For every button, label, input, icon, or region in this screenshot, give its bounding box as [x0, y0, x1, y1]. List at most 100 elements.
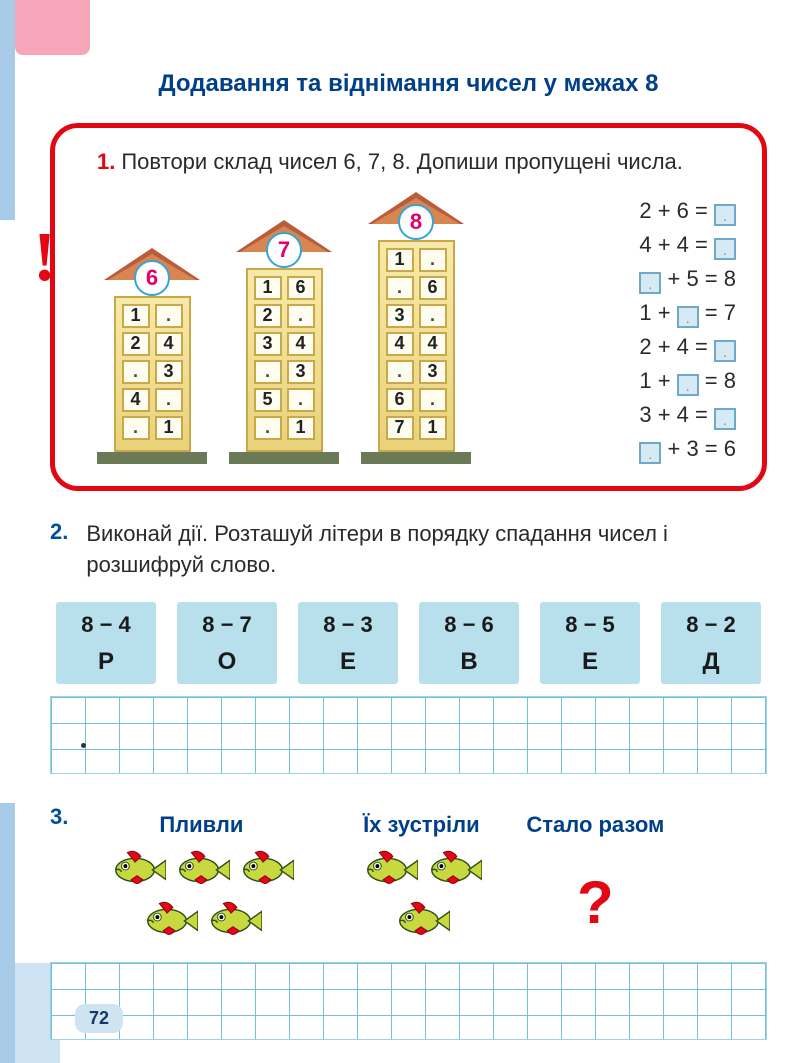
exercise-1-prompt: 1.Повтори склад чисел 6, 7, 8. Допиши пр…	[97, 146, 740, 178]
card-letter: Е	[540, 648, 640, 676]
exercise-number: 1.	[97, 149, 115, 174]
card-expr: 8 − 7	[177, 612, 277, 638]
house-cell: 4	[287, 332, 315, 356]
house: 81..63.44.36.71	[361, 192, 471, 464]
house-cell[interactable]: .	[287, 304, 315, 328]
equation: . + 5 = 8	[639, 266, 736, 294]
fill-box[interactable]: .	[677, 374, 699, 396]
house-number: 7	[266, 232, 302, 268]
card-letter: В	[419, 648, 519, 676]
house-cell: 1	[254, 276, 282, 300]
fill-box[interactable]: .	[639, 272, 661, 294]
card-expr: 8 − 5	[540, 612, 640, 638]
house-cell[interactable]: .	[419, 388, 447, 412]
fish-group-1	[86, 848, 316, 946]
house-cell[interactable]: .	[155, 388, 183, 412]
house-cell[interactable]: .	[386, 276, 414, 300]
equation: . + 3 = 6	[639, 436, 736, 464]
house: 61.24.34..1	[97, 248, 207, 464]
exercise-number: 2.	[50, 519, 68, 581]
column-stalo: Стало разом ?	[526, 812, 664, 937]
house-cell: 6	[287, 276, 315, 300]
column-plyvly: Пливли	[86, 812, 316, 946]
answer-grid[interactable]	[50, 962, 767, 1040]
card-expr: 8 − 2	[661, 612, 761, 638]
answer-grid[interactable]	[50, 696, 767, 774]
expr-card: 8 − 6 В	[419, 602, 519, 684]
house-cell: 1	[122, 304, 150, 328]
house-cell: 2	[122, 332, 150, 356]
fill-box[interactable]: .	[714, 238, 736, 260]
fish-icon	[172, 848, 230, 895]
house-number: 6	[134, 260, 170, 296]
exercise-2: 2. Виконай дії. Розташуй літери в порядк…	[50, 519, 767, 581]
houses-group: 61.24.34..17162.34.35..181..63.44.36.71	[97, 192, 471, 464]
expr-card: 8 − 5 Е	[540, 602, 640, 684]
equation: 2 + 6 = .	[639, 198, 736, 226]
expr-card: 8 − 4 Р	[56, 602, 156, 684]
house-cell: 1	[155, 416, 183, 440]
card-letter: Д	[661, 648, 761, 676]
house-cell[interactable]: .	[287, 388, 315, 412]
house-cell[interactable]: .	[419, 248, 447, 272]
house-cell: 4	[386, 332, 414, 356]
page-title: Додавання та віднімання чисел у межах 8	[50, 70, 767, 98]
column-zustrily: Їх зустріли	[346, 812, 496, 946]
page-number: 72	[75, 1004, 123, 1033]
exclamation-icon: !	[33, 218, 56, 298]
house-cell[interactable]: .	[122, 416, 150, 440]
fill-box[interactable]: .	[677, 306, 699, 328]
house-cell: 7	[386, 416, 414, 440]
house-cell: 2	[254, 304, 282, 328]
col-title: Стало разом	[526, 812, 664, 838]
page-tab	[15, 0, 90, 55]
fill-box[interactable]: .	[714, 204, 736, 226]
house-cell[interactable]: .	[254, 360, 282, 384]
exercise-2-text: Виконай дії. Розташуй літери в порядку с…	[86, 519, 767, 581]
start-dot	[81, 743, 86, 748]
question-mark: ?	[577, 868, 614, 937]
house-cell: 1	[419, 416, 447, 440]
exercise-1-text: Повтори склад чисел 6, 7, 8. Допиши проп…	[121, 149, 683, 174]
house-cell: 4	[419, 332, 447, 356]
expr-card: 8 − 2 Д	[661, 602, 761, 684]
cards-row: 8 − 4 Р 8 − 7О 8 − 3 Е 8 − 6 В 8 − 5 Е 8 − 2 Д	[50, 602, 767, 684]
house-cell: 6	[386, 388, 414, 412]
card-expr: 8 − 3	[298, 612, 398, 638]
fish-icon	[236, 848, 294, 895]
col-title: Пливли	[159, 812, 243, 838]
edge-deco	[0, 803, 15, 1063]
card-letter: Р	[56, 648, 156, 676]
equations-list: 2 + 6 = .4 + 4 = .. + 5 = 81 + . = 72 + …	[639, 198, 740, 464]
expr-card: 8 − 7О	[177, 602, 277, 684]
fill-box[interactable]: .	[714, 340, 736, 362]
house-cell: 3	[287, 360, 315, 384]
fill-box[interactable]: .	[714, 408, 736, 430]
house-cell: 6	[419, 276, 447, 300]
fish-group-2	[346, 848, 496, 946]
house-cell[interactable]: .	[122, 360, 150, 384]
house-cell[interactable]: .	[386, 360, 414, 384]
fish-icon	[392, 899, 450, 946]
equation: 1 + . = 7	[639, 300, 736, 328]
house-cell: 1	[386, 248, 414, 272]
edge-deco	[0, 0, 15, 220]
fish-icon	[108, 848, 166, 895]
house-cell: 3	[155, 360, 183, 384]
card-expr: 8 − 6	[419, 612, 519, 638]
house-cell[interactable]: .	[155, 304, 183, 328]
house-cell[interactable]: .	[419, 304, 447, 328]
house-cell: 5	[254, 388, 282, 412]
fish-icon	[204, 899, 262, 946]
card-letter: Е	[298, 648, 398, 676]
fill-box[interactable]: .	[639, 442, 661, 464]
house-number: 8	[398, 204, 434, 240]
exercise-number: 3.	[50, 804, 68, 946]
house-cell: 1	[287, 416, 315, 440]
expr-card: 8 − 3 Е	[298, 602, 398, 684]
card-expr: 8 − 4	[56, 612, 156, 638]
equation: 4 + 4 = .	[639, 232, 736, 260]
fish-icon	[360, 848, 418, 895]
house-cell[interactable]: .	[254, 416, 282, 440]
house-cell: 4	[122, 388, 150, 412]
